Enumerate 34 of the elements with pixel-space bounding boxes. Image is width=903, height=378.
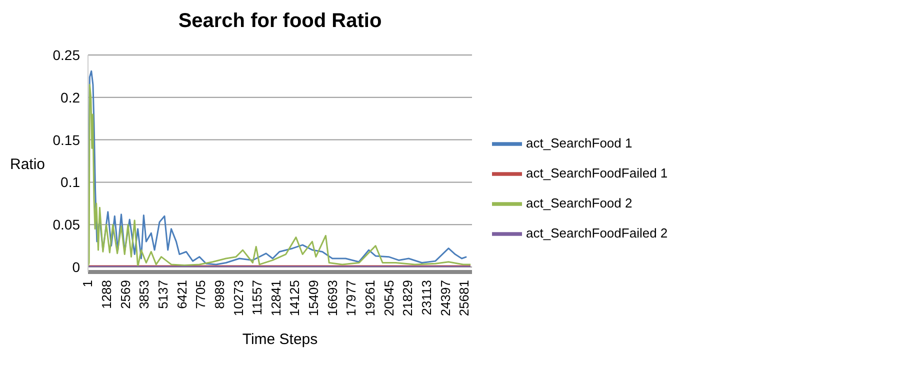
x-tick-label: 19261: [362, 280, 378, 316]
legend-label: act_SearchFoodFailed 1: [526, 165, 668, 180]
legend-label: act_SearchFood 2: [526, 195, 632, 210]
x-axis-title: Time Steps: [242, 331, 318, 348]
x-tick-label: 11557: [250, 280, 265, 316]
x-tick-label: 15409: [306, 280, 322, 316]
y-tick-label: 0.05: [52, 216, 80, 233]
x-tick-label: 17977: [344, 280, 359, 316]
legend-label: act_SearchFoodFailed 2: [526, 225, 668, 240]
x-tick-label: 12841: [268, 280, 284, 316]
y-tick-label: 0.1: [60, 174, 80, 190]
y-tick-label: 0.15: [52, 132, 80, 148]
x-tick-label: 3853: [136, 280, 152, 309]
x-tick-label: 20545: [381, 280, 396, 316]
x-tick-label: 10273: [230, 280, 246, 316]
legend-label: act_SearchFood 1: [526, 135, 632, 150]
x-tick-label: 1: [80, 280, 96, 288]
x-tick-label: 24397: [438, 280, 453, 316]
y-tick-label: 0: [72, 258, 80, 275]
chart-title: Search for food Ratio: [177, 10, 383, 33]
x-tick-label: 25681: [456, 280, 472, 316]
x-tick-label: 14125: [287, 280, 302, 316]
y-axis-title: Ratio: [10, 156, 46, 173]
x-tick-label: 21829: [400, 280, 416, 316]
x-tick-label: 5137: [156, 280, 171, 309]
y-tick-label: 0.25: [52, 46, 80, 63]
y-tick-label: 0.2: [60, 89, 80, 106]
x-tick-label: 6421: [174, 280, 190, 309]
x-tick-label: 16693: [324, 280, 340, 316]
x-tick-label: 2569: [118, 280, 133, 309]
x-tick-label: 8989: [212, 280, 227, 309]
x-tick-label: 7705: [193, 280, 208, 309]
x-tick-label: 1288: [99, 280, 114, 309]
x-tick-label: 23113: [418, 280, 434, 316]
